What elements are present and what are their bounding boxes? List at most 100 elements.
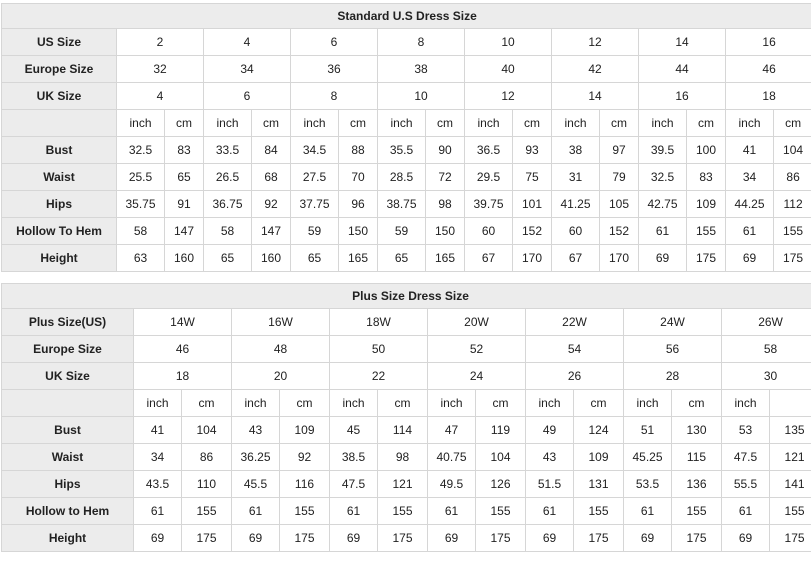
measure-cell: 92 — [279, 443, 330, 471]
row-label: Bust — [1, 416, 134, 444]
measure-cell: 60 — [551, 217, 600, 245]
measure-cell: 35.75 — [116, 190, 165, 218]
measure-cell: 33.5 — [203, 136, 252, 164]
row-label: Hips — [1, 470, 134, 498]
size-cell: 30 — [720, 362, 811, 390]
measure-row: Hollow to Hem 61 155 61 155 61 155 61 155 61 155 61… — [1, 497, 811, 525]
size-cell: 16 — [638, 82, 726, 110]
measure-cell: 26.5 — [203, 163, 252, 191]
measure-cell: 59 — [377, 217, 426, 245]
unit-cell: inch — [525, 389, 574, 417]
measure-cell: 75 — [512, 163, 552, 191]
measure-cell: 109 — [573, 443, 624, 471]
measure-cell: 32.5 — [116, 136, 165, 164]
measure-cell: 69 — [329, 524, 378, 552]
measure-cell: 49 — [525, 416, 574, 444]
size-cell: 10 — [464, 28, 552, 56]
table-title: Standard U.S Dress Size — [0, 3, 811, 29]
measure-cell: 65 — [164, 163, 204, 191]
measure-cell: 69 — [623, 524, 672, 552]
unit-cell: inch — [721, 389, 770, 417]
size-cell: 42 — [551, 55, 639, 83]
measure-cell: 170 — [512, 244, 552, 272]
size-cell: 14W — [133, 308, 232, 336]
size-cell: 24 — [427, 362, 526, 390]
size-cell: 54 — [525, 335, 624, 363]
size-row: UK Size 18 20 22 24 26 28 30 — [1, 362, 811, 390]
measure-cell: 83 — [164, 136, 204, 164]
size-cell: 36 — [290, 55, 378, 83]
measure-cell: 38 — [551, 136, 600, 164]
measure-cell: 27.5 — [290, 163, 339, 191]
measure-row: Bust 41 104 43 109 45 114 47 119 49 124 51 130 53 135 — [1, 416, 811, 444]
measure-cell: 135 — [768, 416, 811, 444]
measure-cell: 34 — [133, 443, 182, 471]
measure-cell: 170 — [599, 244, 639, 272]
size-cell: 28 — [623, 362, 722, 390]
size-cell: 22W — [525, 308, 624, 336]
measure-row: Height 69 175 69 175 69 175 69 175 69 175 69 175 69 17… — [1, 524, 811, 552]
size-cell: 18 — [724, 82, 811, 110]
row-label: UK Size — [1, 362, 134, 390]
measure-cell: 175 — [377, 524, 428, 552]
size-cell: 8 — [377, 28, 465, 56]
unit-cell: inch — [290, 109, 339, 137]
measure-cell: 131 — [573, 470, 624, 498]
measure-cell: 152 — [599, 217, 639, 245]
size-cell: 22 — [329, 362, 428, 390]
measure-cell: 63 — [116, 244, 165, 272]
measure-cell: 53.5 — [623, 470, 672, 498]
measure-cell: 36.25 — [231, 443, 280, 471]
unit-cell: inch — [116, 109, 165, 137]
measure-cell: 112 — [772, 190, 811, 218]
measure-cell: 38.5 — [329, 443, 378, 471]
measure-cell: 36.5 — [464, 136, 513, 164]
size-cell: 16W — [231, 308, 330, 336]
size-cell: 46 — [133, 335, 232, 363]
measure-cell: 155 — [772, 217, 811, 245]
unit-cell: cm — [475, 389, 526, 417]
unit-cell: cm — [181, 389, 232, 417]
measure-cell: 72 — [425, 163, 465, 191]
size-cell: 4 — [116, 82, 204, 110]
measure-cell: 165 — [425, 244, 465, 272]
measure-cell: 175 — [671, 524, 722, 552]
size-cell: 48 — [231, 335, 330, 363]
size-cell: 20W — [427, 308, 526, 336]
measure-cell: 44.25 — [725, 190, 774, 218]
size-cell: 10 — [377, 82, 465, 110]
measure-cell: 61 — [329, 497, 378, 525]
measure-cell: 124 — [573, 416, 624, 444]
measure-cell: 165 — [338, 244, 378, 272]
size-table: Plus Size Dress Size Plus Size(US) 14W 16W 1… — [0, 283, 811, 552]
measure-cell: 155 — [279, 497, 330, 525]
measure-cell: 45.25 — [623, 443, 672, 471]
unit-cell: cm — [164, 109, 204, 137]
unit-cell: inch — [551, 109, 600, 137]
title-row: Standard U.S Dress Size — [0, 3, 811, 29]
row-label: Plus Size(US) — [1, 308, 134, 336]
measure-cell: 47.5 — [329, 470, 378, 498]
row-label: US Size — [1, 28, 117, 56]
measure-cell: 104 — [181, 416, 232, 444]
unit-cell: inch — [427, 389, 476, 417]
measure-cell: 114 — [377, 416, 428, 444]
row-label: Europe Size — [1, 55, 117, 83]
size-cell: 12 — [464, 82, 552, 110]
measure-cell: 155 — [181, 497, 232, 525]
measure-cell: 104 — [772, 136, 811, 164]
measure-cell: 32.5 — [638, 163, 687, 191]
unit-cell: cm — [512, 109, 552, 137]
measure-cell: 152 — [512, 217, 552, 245]
measure-row: Waist 34 86 36.25 92 38.5 98 40.75 104 43 109 45.25… — [1, 443, 811, 471]
measure-cell: 97 — [599, 136, 639, 164]
unit-cell: cm — [772, 109, 811, 137]
row-label — [1, 389, 134, 417]
measure-cell: 53 — [721, 416, 770, 444]
measure-cell: 51 — [623, 416, 672, 444]
row-label: Height — [1, 244, 117, 272]
measure-cell: 69 — [638, 244, 687, 272]
unit-cell: cm — [338, 109, 378, 137]
measure-cell: 121 — [377, 470, 428, 498]
